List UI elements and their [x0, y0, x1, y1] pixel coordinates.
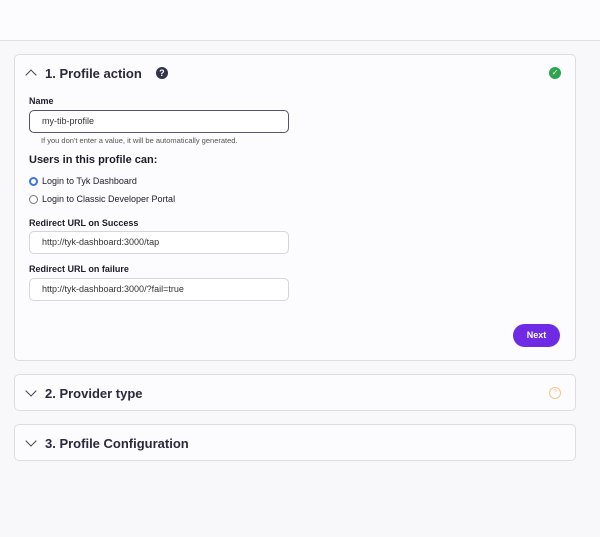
name-label: Name [29, 96, 54, 106]
pending-question-icon: ? [549, 387, 561, 399]
step-title: 1. Profile action [45, 65, 142, 81]
name-input[interactable]: my-tib-profile [29, 110, 289, 133]
name-hint: If you don't enter a value, it will be a… [41, 136, 238, 145]
next-button[interactable]: Next [513, 324, 560, 347]
users-heading: Users in this profile can: [29, 154, 158, 166]
help-icon[interactable]: ? [155, 67, 168, 79]
chevron-up-icon [25, 69, 37, 81]
step-profile-action: 1. Profile action? ✓ Name my-tib-profile… [14, 54, 576, 361]
failure-url-label: Redirect URL on failure [29, 264, 129, 274]
radio-empty-icon [29, 194, 38, 204]
radio-selected-icon [29, 176, 38, 186]
top-bar [0, 0, 600, 41]
step-title: 2. Provider type [45, 385, 143, 401]
step-header[interactable]: 3. Profile Configuration [25, 425, 189, 461]
failure-url-input[interactable]: http://tyk-dashboard:3000/?fail=true [29, 278, 289, 301]
success-url-label: Redirect URL on Success [29, 218, 139, 228]
step-header[interactable]: 2. Provider type [25, 375, 143, 411]
step-title: 3. Profile Configuration [45, 435, 189, 451]
radio-classic-portal[interactable]: Login to Classic Developer Portal [29, 194, 175, 204]
radio-label: Login to Tyk Dashboard [42, 176, 137, 186]
check-circle-icon: ✓ [549, 67, 561, 79]
chevron-down-icon [25, 435, 37, 447]
step-profile-configuration: 3. Profile Configuration [14, 424, 576, 461]
radio-tyk-dashboard[interactable]: Login to Tyk Dashboard [29, 176, 137, 186]
radio-label: Login to Classic Developer Portal [42, 194, 176, 204]
chevron-down-icon [25, 385, 37, 397]
step-provider-type: 2. Provider type ? [14, 374, 576, 411]
step-header[interactable]: 1. Profile action? [25, 55, 168, 91]
success-url-input[interactable]: http://tyk-dashboard:3000/tap [29, 231, 289, 254]
